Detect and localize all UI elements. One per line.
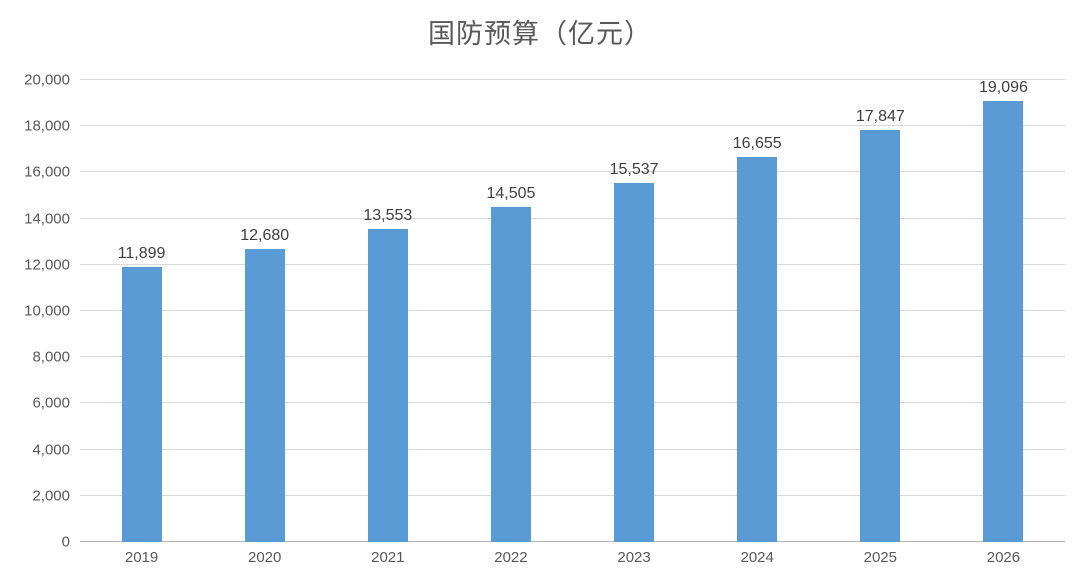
gridline: [80, 79, 1065, 80]
y-tick-label: 2,000: [32, 487, 70, 505]
x-tick-label: 2026: [986, 549, 1021, 566]
bar-group: 17,847: [819, 80, 942, 542]
bar: [244, 249, 285, 542]
bar: [367, 228, 408, 542]
bar-value-label: 13,553: [363, 206, 413, 224]
x-tick-label: 2020: [248, 549, 282, 566]
x-tick-label: 2021: [371, 549, 405, 566]
bar-group: 11,899: [80, 80, 203, 542]
bar: [121, 267, 162, 542]
gridline: [80, 263, 1065, 265]
bar: [737, 157, 778, 542]
x-axis-line: [80, 541, 1065, 542]
bar-value-label: 12,680: [240, 227, 290, 245]
y-tick-label: 18,000: [24, 117, 70, 135]
y-tick-label: 14,000: [24, 210, 70, 228]
bar-value-label: 17,847: [855, 107, 905, 125]
y-axis-labels: 0 2,000 4,000 6,000 8,000 10,000 12,000 14,000 1…: [0, 73, 70, 550]
bar-value-label: 11,899: [117, 245, 166, 263]
y-tick-label: 20,000: [24, 71, 70, 89]
bar: [983, 101, 1024, 542]
x-axis-labels: 2019 2020 2021 2022 2023 2024 2025 2026: [80, 550, 1065, 565]
y-tick-label: 0: [61, 533, 70, 551]
bar-group: 16,655: [696, 80, 819, 542]
x-tick-label: 2019: [124, 549, 159, 566]
gridline: [80, 125, 1065, 127]
gridline: [80, 217, 1065, 219]
bar-value-label: 16,655: [732, 135, 782, 153]
bar: [860, 129, 901, 542]
gridline: [80, 402, 1065, 404]
bar: [490, 206, 531, 542]
gridline: [80, 448, 1065, 450]
y-tick-label: 10,000: [24, 302, 70, 320]
plot-area: 11,899 12,680 13,553 14,505 15,537 16,655 17,8…: [80, 79, 1065, 542]
chart-title: 国防预算（亿元）: [428, 19, 652, 49]
bar-value-label: 14,505: [486, 184, 536, 202]
bar-group: 12,680: [203, 80, 326, 542]
y-tick-label: 6,000: [32, 394, 70, 412]
x-tick-label: 2022: [494, 549, 528, 566]
bars-row: 11,899 12,680 13,553 14,505 15,537 16,655 17,8…: [80, 80, 1065, 542]
bar-value-label: 19,096: [978, 79, 1028, 96]
x-tick-label: 2024: [740, 549, 774, 566]
y-tick-label: 8,000: [32, 348, 70, 366]
gridline: [80, 494, 1065, 496]
bar-group: 15,537: [573, 80, 696, 542]
y-tick-label: 16,000: [24, 163, 70, 181]
y-tick-label: 12,000: [24, 256, 70, 274]
y-tick-label: 4,000: [32, 441, 70, 459]
x-tick-label: 2025: [863, 549, 897, 566]
gridline: [80, 310, 1065, 311]
gridline: [80, 171, 1065, 173]
x-tick-label: 2023: [617, 549, 651, 566]
bar-group: 19,096: [942, 80, 1065, 542]
bar-value-label: 15,537: [609, 161, 659, 179]
gridline: [80, 356, 1065, 358]
bar-group: 13,553: [326, 80, 449, 542]
bar: [614, 183, 655, 542]
bar-group: 14,505: [449, 80, 572, 542]
